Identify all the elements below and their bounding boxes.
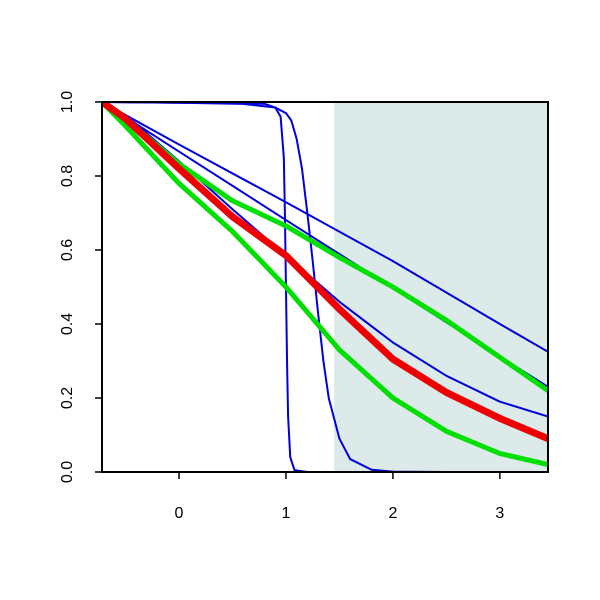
y-tick-label: 0.4: [59, 313, 76, 335]
series-line-8: [102, 102, 548, 443]
y-tick-label: 0.2: [59, 387, 76, 409]
x-tick-label: 0: [175, 505, 184, 522]
series-layer: [102, 102, 548, 472]
shaded-region-layer: [334, 102, 548, 472]
x-tick-label: 1: [282, 505, 291, 522]
series-line-7: [102, 102, 548, 468]
y-tick-label: 0.8: [59, 165, 76, 187]
series-line-5: [102, 102, 548, 472]
plot-frame: [101, 101, 549, 473]
x-tick-label: 3: [495, 505, 504, 522]
axis-layer: 0 1 2 3 0.0 0.2 0.4 0.6 0.8 1.0: [59, 91, 549, 522]
x-tick-label: 2: [388, 505, 397, 522]
series-line-2: [102, 102, 548, 353]
y-tick-label: 0.0: [59, 461, 76, 483]
series-line-4: [102, 102, 548, 472]
y-tick-label: 0.6: [59, 239, 76, 261]
shaded-region: [334, 102, 548, 472]
y-tick-label: 1.0: [59, 91, 76, 113]
